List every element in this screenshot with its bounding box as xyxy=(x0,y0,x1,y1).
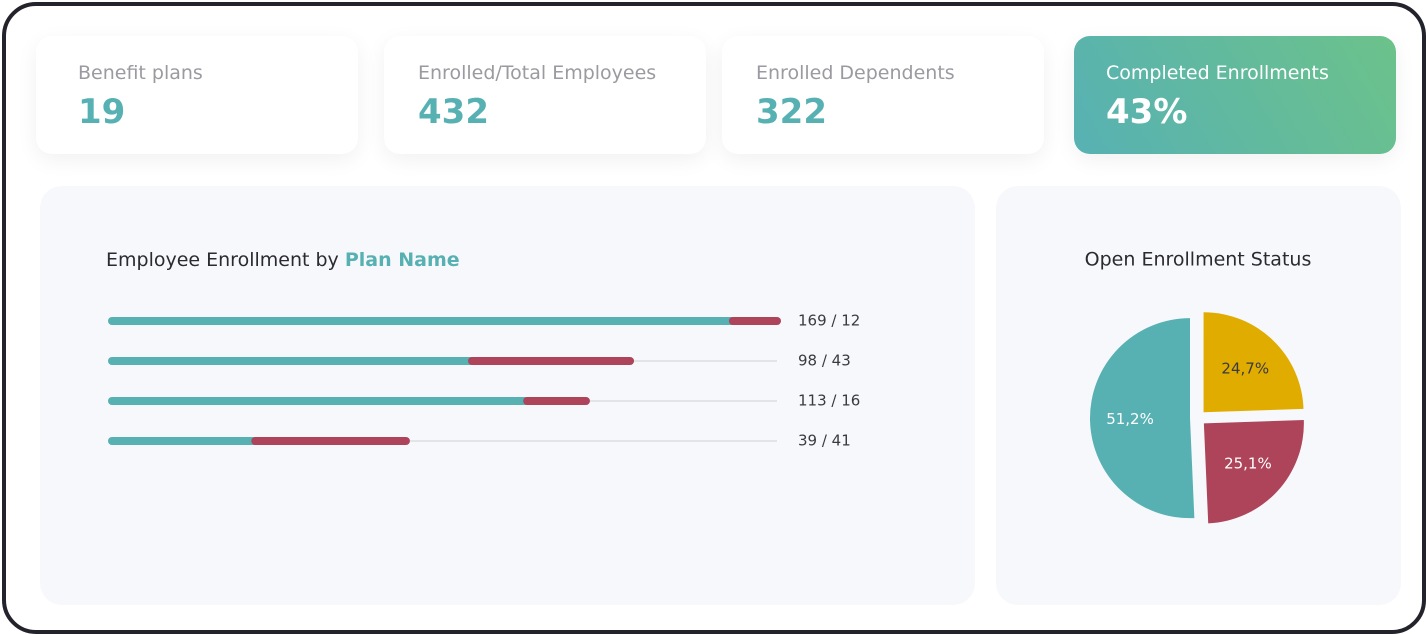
pie-chart-title: Open Enrollment Status xyxy=(1085,249,1312,271)
kpi-card: Enrolled/Total Employees 432 xyxy=(384,36,706,154)
kpi-value: 432 xyxy=(418,92,489,132)
pie-panel xyxy=(996,186,1401,605)
kpi-label: Enrolled/Total Employees xyxy=(418,62,657,84)
pie-slice xyxy=(1203,420,1304,524)
kpi-value: 43% xyxy=(1106,92,1188,132)
bar-value-label: 113 / 16 xyxy=(798,392,860,410)
pie-slice xyxy=(1090,318,1195,519)
kpi-card: Enrolled Dependents 322 xyxy=(722,36,1044,154)
bar-panel xyxy=(40,186,975,605)
kpi-label: Enrolled Dependents xyxy=(756,62,955,84)
kpi-value: 322 xyxy=(756,92,827,132)
kpi-value: 19 xyxy=(78,92,126,132)
title-text: Employee Enrollment by xyxy=(106,249,339,271)
pie-slice xyxy=(1203,312,1304,413)
bar-value-label: 169 / 12 xyxy=(798,312,860,330)
title-emphasis: Plan Name xyxy=(345,249,460,271)
bar-chart-title: Employee Enrollment by Plan Name xyxy=(106,249,460,271)
kpi-label: Benefit plans xyxy=(78,62,203,84)
pie-value-label: 51,2% xyxy=(1106,410,1154,428)
kpi-card: Benefit plans 19 xyxy=(36,36,358,154)
pie-value-label: 24,7% xyxy=(1221,360,1269,378)
pie-value-label: 25,1% xyxy=(1224,455,1272,473)
kpi-label: Completed Enrollments xyxy=(1106,62,1329,84)
kpi-card-highlight: Completed Enrollments 43% xyxy=(1074,36,1396,154)
bar-value-label: 39 / 41 xyxy=(798,432,851,450)
bar-value-label: 98 / 43 xyxy=(798,352,851,370)
